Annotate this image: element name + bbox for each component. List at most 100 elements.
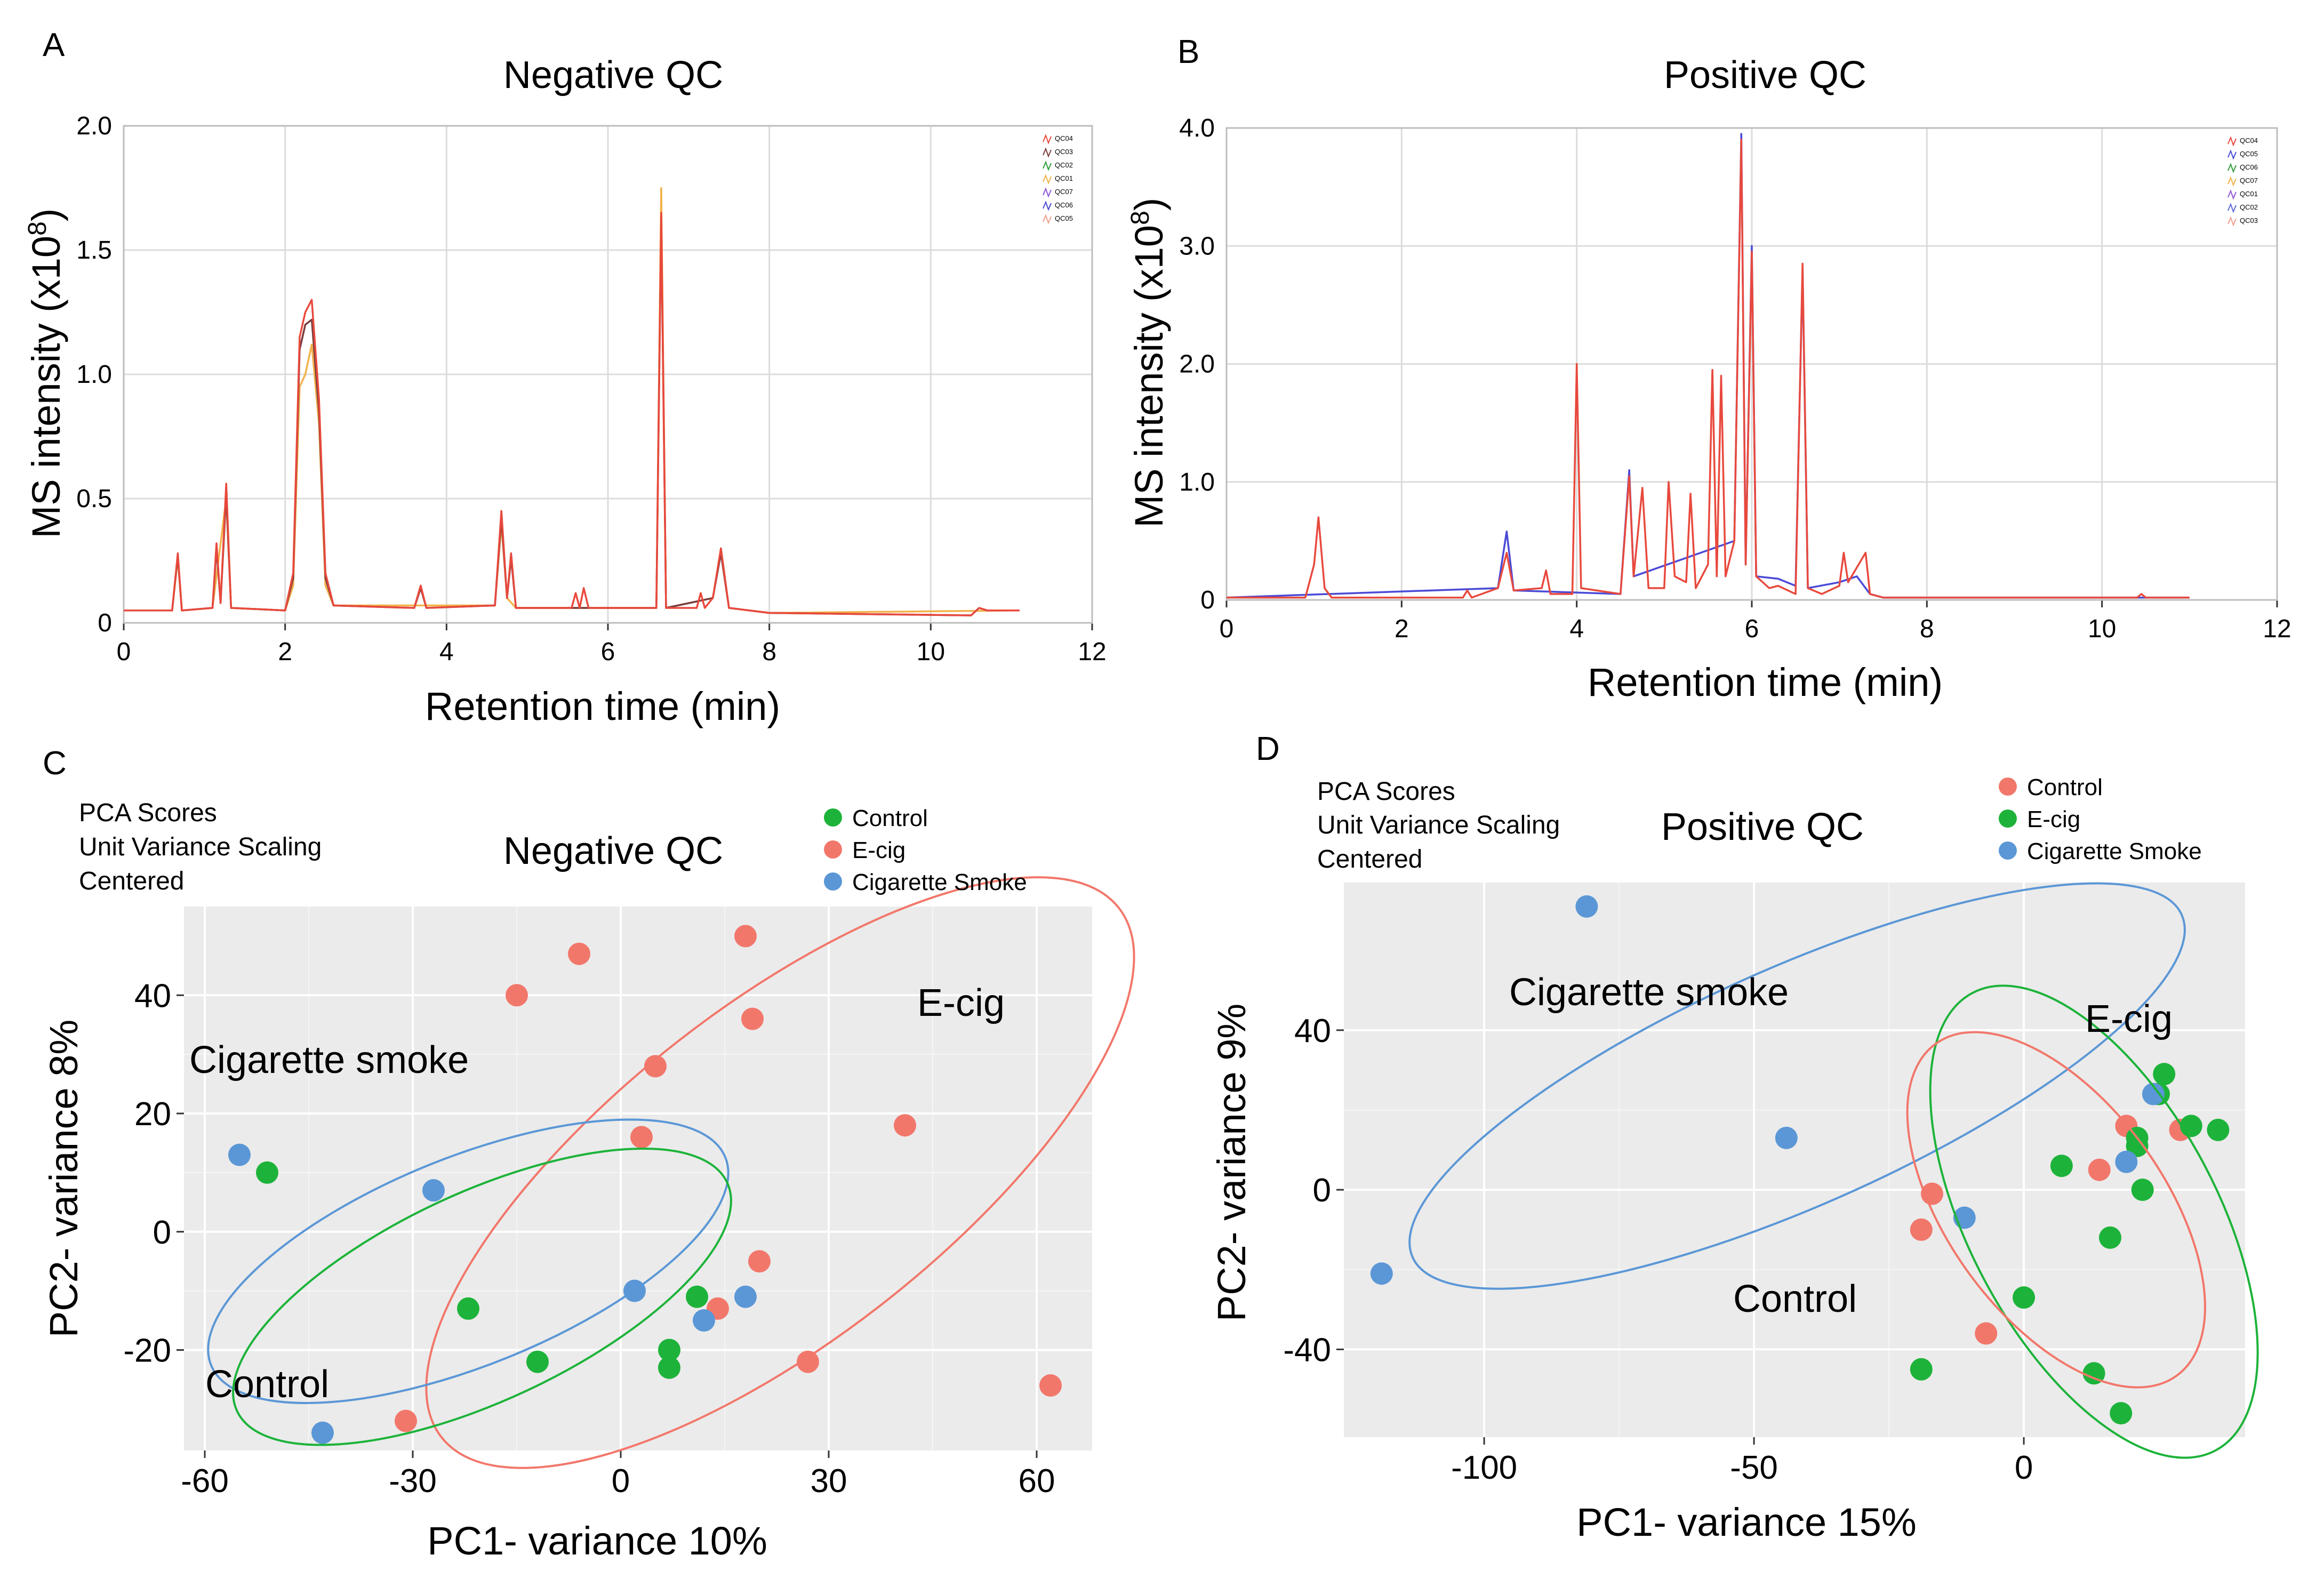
panel-a-ytick-label: 2.0 [76,112,112,140]
panel-c-ellipse-label: Cigarette smoke [189,1039,469,1081]
panel-c-xtick-label: 0 [612,1463,630,1500]
panel-c-ellipse-control [232,1147,732,1446]
panel-a-legend-swatch [1043,201,1052,211]
panel-d-point-e-cig [2110,1402,2133,1425]
panel-d-point-e-cig [2126,1134,2149,1157]
panel-a-ytick-label: 0.5 [76,485,112,513]
panel-d-point-control [1910,1218,1933,1241]
panel-d-ylabel: PC2- variance 9% [1209,1004,1254,1321]
panel-c-ellipse-e-cig [425,876,1135,1469]
panel-b-legend-swatch [2227,203,2237,213]
panel-a-series-line [124,219,1020,616]
panel-c-point-control [256,1161,278,1184]
panel-d-point-e-cig [2131,1179,2154,1201]
panel-b-legend-label: QC02 [2240,203,2258,211]
panel-d-info-2: Unit Variance Scaling [1317,811,1560,839]
panel-d-point-cigarette-smoke [1775,1126,1798,1149]
panel-d-point-cigarette-smoke [1575,895,1598,918]
panel-c-legend-label: Control [852,805,928,831]
panel-d-legend-label: Control [2027,774,2103,800]
panel-a-legend-label: QC07 [1055,188,1073,196]
panel-b-series-line [1227,139,2190,599]
panel-d-point-control [2088,1158,2111,1181]
panel-b-legend-label: QC01 [2240,190,2258,198]
panel-letter-d: D [1256,731,1280,767]
panel-d-plot-bg [1344,883,2245,1437]
panel-c-ellipse-cigarette-smoke [207,1118,730,1404]
panel-d-point-e-cig [2179,1115,2202,1137]
panel-c-legend-label: Cigarette Smoke [852,869,1027,895]
panel-b-ytick-label: 4.0 [1179,114,1215,142]
panel-c-point-control [658,1338,680,1361]
panel-d-ellipse-label: Control [1733,1278,1857,1320]
panel-d-ellipse-control [1906,1031,2206,1389]
panel-a-legend-label: QC04 [1055,134,1073,142]
panel-c-point-cigarette-smoke [422,1179,445,1202]
panel-d-point-cigarette-smoke [1370,1262,1393,1285]
panel-d-info-3: Centered [1317,845,1422,873]
panel-b-xtick-label: 10 [2088,615,2116,643]
panel-c-point-control [526,1350,549,1373]
panel-d-legend-label: E-cig [2027,806,2080,832]
panel-c-ytick-label: 20 [134,1096,171,1133]
panel-b-xtick-label: 8 [1920,615,1934,643]
panel-d-point-cigarette-smoke [2115,1150,2138,1173]
panel-a-xtick-label: 4 [439,638,454,666]
panel-d-xlabel: PC1- variance 15% [1576,1500,1917,1544]
panel-d-point-e-cig [2082,1362,2105,1385]
panel-a-xtick-label: 8 [762,638,776,666]
panel-a-xtick-label: 10 [917,638,945,666]
panel-c-ytick-label: 0 [153,1214,171,1251]
panel-a-frame [123,125,1093,624]
panel-c-xtick-label: -60 [181,1463,229,1500]
panel-b-xtick-label: 4 [1569,615,1584,643]
panel-c-point-e-cig [506,984,528,1007]
panel-d-point-e-cig [2050,1155,2073,1177]
panel-a-xtick-label: 2 [278,638,292,666]
panel-b-legend-swatch [2227,176,2237,187]
panel-c-ytick-label: 40 [134,977,171,1014]
panel-a-legend-swatch [1043,147,1052,158]
panel-a-legend-swatch [1043,134,1052,145]
panel-a-xlabel: Retention time (min) [425,684,780,728]
panel-c-point-e-cig [630,1126,653,1149]
panel-d-ellipse-label: E-cig [2085,998,2173,1040]
panel-b-ylabel: MS intensity (x108) [1126,198,1171,528]
panel-d-point-cigarette-smoke [2142,1083,2165,1105]
panel-a-ylabel: MS intensity (x108) [23,209,68,539]
panel-c-point-control [686,1285,708,1308]
panel-letter-c: C [43,745,67,782]
panel-d-ellipse-e-cig [1929,984,2259,1459]
panel-a-xtick-label: 6 [601,638,615,666]
panel-c-xtick-label: -30 [389,1463,437,1500]
panel-a-legend-swatch [1043,214,1052,225]
panel-a-series-line [124,187,1020,614]
panel-b-xtick-label: 12 [2263,615,2291,643]
panel-a-legend-label: QC03 [1055,148,1073,156]
panel-c-plot-bg [184,907,1092,1450]
panel-letter-b: B [1177,34,1199,70]
panel-c-info-3: Centered [79,867,184,895]
panel-c-point-e-cig [1039,1374,1062,1397]
panel-c-point-e-cig [748,1250,771,1273]
panel-b-ytick-label: 3.0 [1179,232,1215,260]
panel-a-ytick-label: 1.0 [76,360,112,389]
panel-a-title: Negative QC [503,54,723,97]
panel-d-ytick-label: -40 [1283,1332,1331,1368]
panel-a-legend-swatch [1043,161,1052,171]
panel-c-xlabel: PC1- variance 10% [427,1519,767,1563]
panel-a-xtick-label: 12 [1078,638,1106,666]
panel-a-legend-label: QC01 [1055,174,1073,182]
panel-letter-a: A [43,27,65,63]
panel-d-point-control [1975,1322,1998,1345]
panel-c-legend-label: E-cig [852,837,905,863]
panel-c-point-e-cig [797,1350,819,1373]
panel-b-legend-swatch [2227,136,2237,147]
panel-d-legend-dot [1999,841,2017,860]
panel-d-ellipse-label: Cigarette smoke [1509,971,1789,1014]
panel-b-legend-swatch [2227,163,2237,173]
panel-b-ytick-label: 0 [1200,586,1215,614]
panel-b-xlabel: Retention time (min) [1588,660,1943,704]
panel-b-legend-label: QC05 [2240,150,2258,158]
